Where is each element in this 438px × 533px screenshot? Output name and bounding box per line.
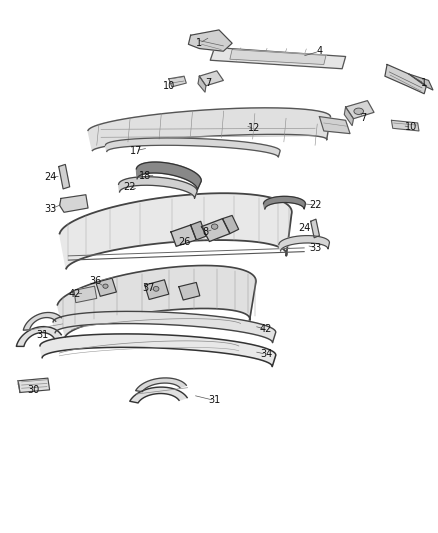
Polygon shape [188, 30, 232, 51]
Text: 1: 1 [196, 38, 202, 48]
Polygon shape [409, 74, 433, 90]
Text: 30: 30 [27, 385, 39, 395]
Polygon shape [18, 378, 49, 392]
Text: 22: 22 [309, 200, 321, 210]
Text: 24: 24 [298, 223, 311, 233]
Polygon shape [74, 286, 97, 303]
Polygon shape [119, 177, 197, 198]
Text: 34: 34 [260, 349, 272, 359]
Polygon shape [223, 215, 239, 233]
Polygon shape [171, 225, 196, 246]
Polygon shape [60, 195, 88, 212]
Polygon shape [60, 193, 292, 269]
Ellipse shape [153, 286, 159, 291]
Text: 12: 12 [248, 123, 260, 133]
Polygon shape [230, 50, 326, 64]
Polygon shape [136, 162, 201, 190]
Text: 22: 22 [123, 182, 136, 192]
Text: 31: 31 [36, 329, 48, 340]
Polygon shape [344, 107, 353, 126]
Polygon shape [145, 280, 169, 300]
Text: 1: 1 [421, 78, 427, 88]
Text: 18: 18 [139, 171, 151, 181]
Polygon shape [96, 278, 117, 296]
Polygon shape [40, 334, 276, 367]
Ellipse shape [212, 224, 218, 229]
Text: 37: 37 [142, 283, 155, 293]
Polygon shape [385, 64, 426, 94]
Polygon shape [130, 387, 187, 403]
Polygon shape [199, 71, 223, 86]
Polygon shape [346, 101, 374, 119]
Polygon shape [179, 282, 200, 300]
Polygon shape [59, 165, 70, 189]
Text: 42: 42 [260, 324, 272, 334]
Ellipse shape [103, 284, 108, 288]
Polygon shape [169, 76, 186, 87]
Text: 36: 36 [90, 277, 102, 286]
Polygon shape [392, 120, 419, 131]
Polygon shape [210, 47, 346, 69]
Polygon shape [53, 311, 276, 343]
Polygon shape [136, 378, 186, 392]
Text: 42: 42 [69, 289, 81, 299]
Polygon shape [319, 117, 350, 134]
Polygon shape [191, 221, 206, 240]
Polygon shape [88, 108, 331, 151]
Polygon shape [311, 219, 319, 238]
Text: 33: 33 [45, 204, 57, 214]
Polygon shape [106, 138, 280, 157]
Polygon shape [16, 327, 61, 346]
Text: 33: 33 [310, 243, 322, 253]
Text: 8: 8 [202, 227, 208, 237]
Text: 17: 17 [130, 146, 142, 156]
Ellipse shape [354, 108, 364, 115]
Polygon shape [23, 312, 61, 330]
Text: 26: 26 [178, 237, 190, 247]
Text: 4: 4 [316, 46, 322, 56]
Text: 7: 7 [205, 78, 211, 88]
Polygon shape [198, 76, 206, 92]
Polygon shape [279, 236, 329, 251]
Polygon shape [201, 219, 230, 241]
Polygon shape [57, 265, 256, 337]
Text: 31: 31 [208, 395, 221, 406]
Text: 24: 24 [45, 172, 57, 182]
Text: 10: 10 [162, 81, 175, 91]
Text: 10: 10 [405, 122, 417, 132]
Text: 7: 7 [360, 112, 366, 123]
Polygon shape [264, 196, 305, 209]
